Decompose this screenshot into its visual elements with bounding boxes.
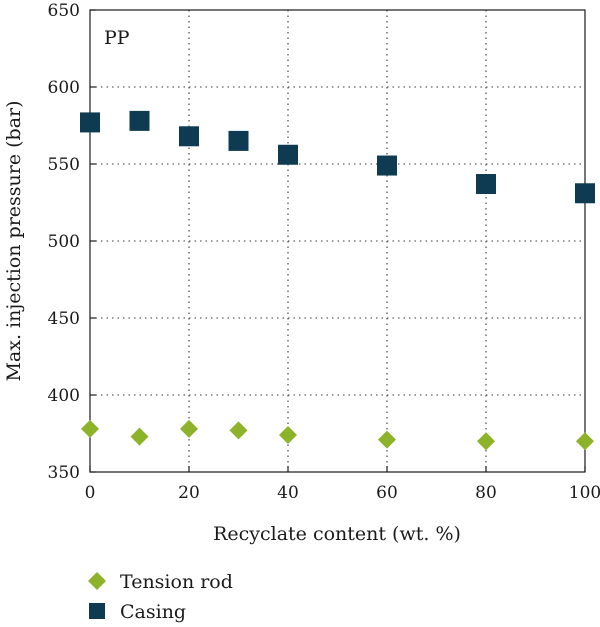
data-markers xyxy=(80,110,595,451)
legend: Tension rod Casing xyxy=(88,571,233,623)
y-tick-label: 450 xyxy=(48,309,80,329)
x-tick-label: 20 xyxy=(178,483,200,503)
tension-rod-point xyxy=(229,421,248,440)
tension-rod-point xyxy=(378,430,396,449)
tick-labels: 0 20 40 60 80 100 350 400 450 500 550 600 650 xyxy=(48,1,600,503)
x-tick-label: 40 xyxy=(277,483,299,503)
legend-marker-tension-rod xyxy=(88,572,106,590)
casing-point xyxy=(80,112,100,133)
casing-point xyxy=(228,130,249,151)
tension-rod-point xyxy=(279,426,297,445)
x-tick-label: 100 xyxy=(569,483,600,503)
y-tick-label: 650 xyxy=(48,1,80,21)
tension-rod-point xyxy=(477,432,495,451)
y-tick-label: 550 xyxy=(48,155,80,175)
casing-point xyxy=(278,144,298,165)
casing-point xyxy=(179,126,199,147)
x-axis-label: Recyclate content (wt. %) xyxy=(213,523,461,545)
y-tick-label: 500 xyxy=(48,232,80,252)
casing-point xyxy=(129,110,150,131)
tension-rod-point xyxy=(130,427,149,446)
legend-item-tension-rod: Tension rod xyxy=(88,571,233,593)
legend-label-tension-rod: Tension rod xyxy=(120,571,233,593)
y-tick-label: 600 xyxy=(48,78,80,98)
panel-label: PP xyxy=(104,27,130,49)
axis-ticks xyxy=(89,9,586,473)
y-axis-label: Max. injection pressure (bar) xyxy=(3,100,25,381)
tension-rod-point xyxy=(576,432,594,451)
casing-point xyxy=(575,183,595,204)
x-tick-label: 60 xyxy=(376,483,398,503)
casing-point xyxy=(377,155,397,176)
tension-rod-point xyxy=(81,419,99,438)
y-tick-label: 400 xyxy=(48,386,80,406)
x-tick-label: 0 xyxy=(85,483,96,503)
legend-marker-casing xyxy=(89,603,105,619)
x-tick-label: 80 xyxy=(475,483,497,503)
tension-rod-point xyxy=(180,419,198,438)
casing-point xyxy=(476,174,496,195)
y-tick-label: 350 xyxy=(48,463,80,483)
legend-item-casing: Casing xyxy=(89,601,186,623)
grid xyxy=(90,10,585,472)
legend-label-casing: Casing xyxy=(120,601,186,623)
